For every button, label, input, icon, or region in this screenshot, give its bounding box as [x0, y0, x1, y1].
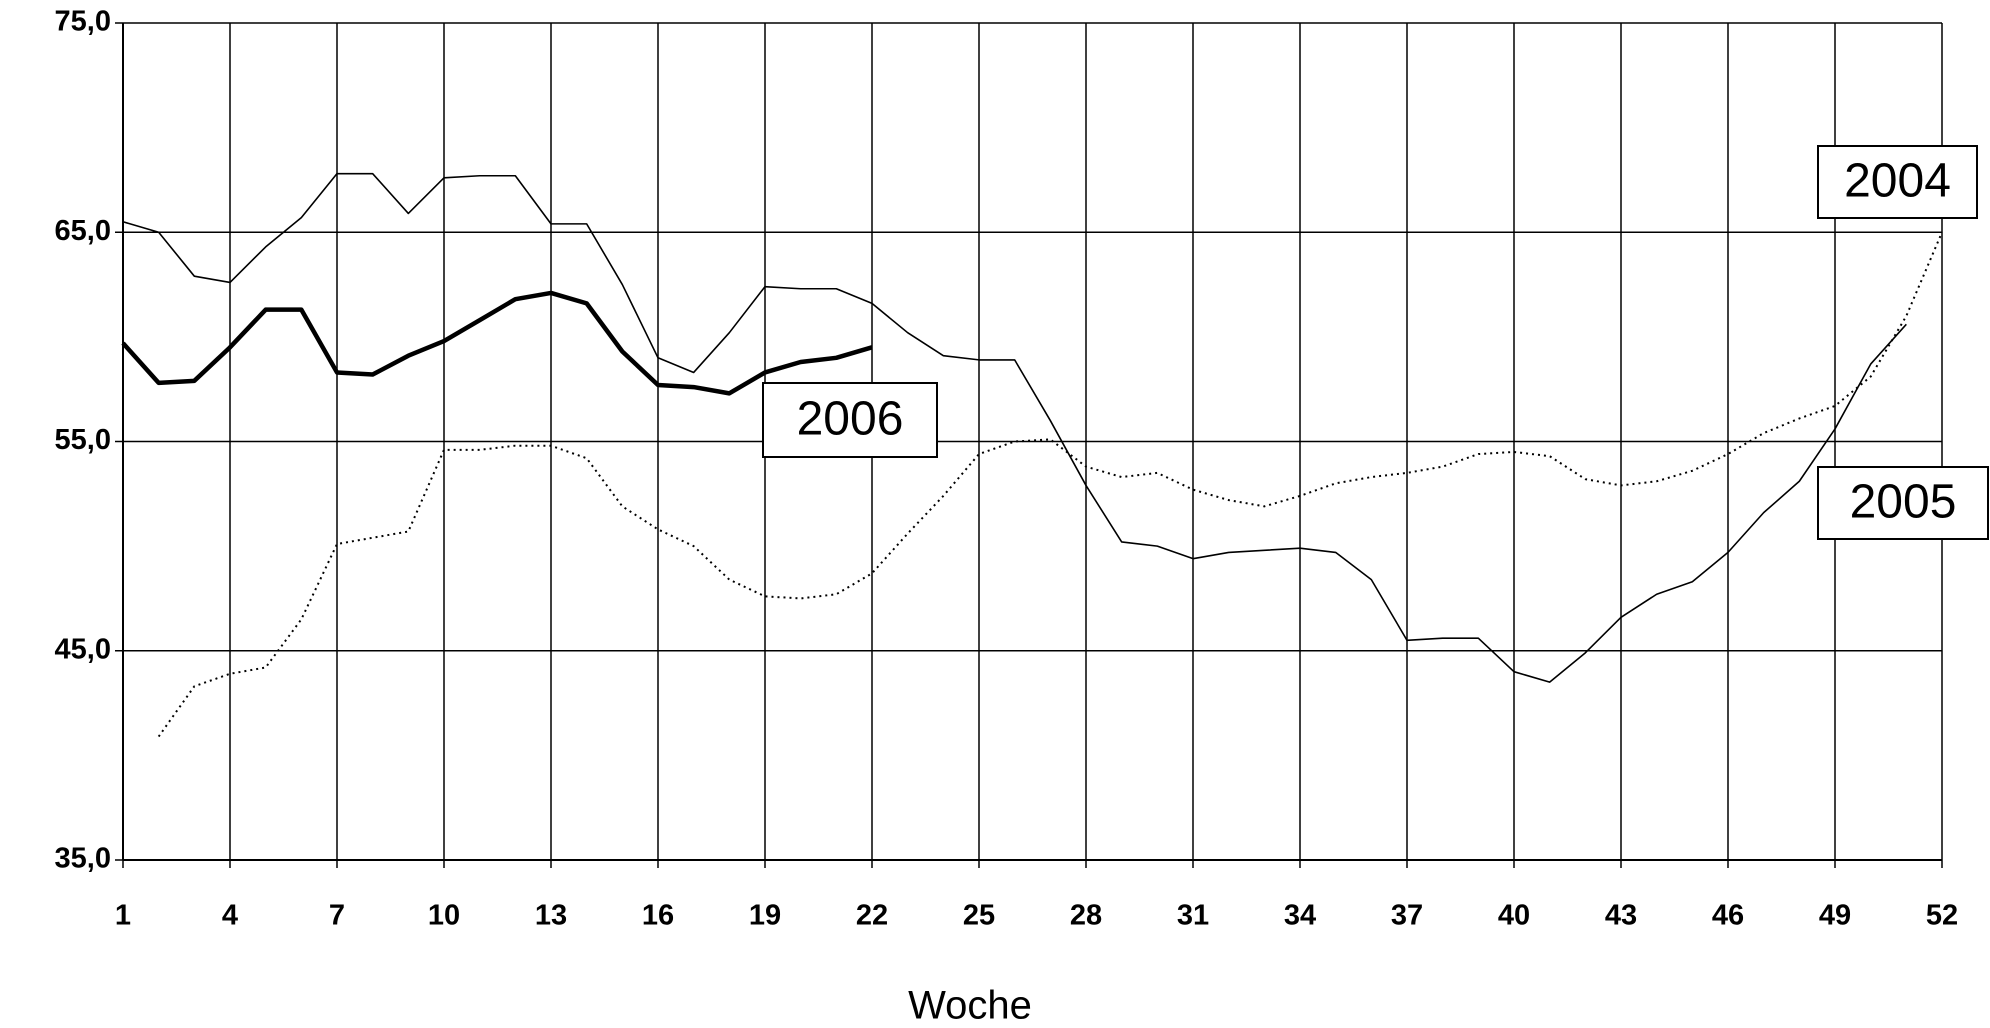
series-label-box — [1817, 466, 1989, 540]
x-tick-label: 25 — [963, 900, 995, 932]
series-line — [122, 172, 1907, 683]
x-tick-label: 46 — [1712, 900, 1744, 932]
y-tick-label: 35,0 — [55, 843, 111, 875]
x-tick-label: 34 — [1284, 900, 1316, 932]
x-tick-label: 13 — [535, 900, 567, 932]
series-label: 2005 — [1850, 476, 1957, 529]
x-tick-label: 10 — [428, 900, 460, 932]
x-tick-label: 49 — [1819, 900, 1851, 932]
x-tick-label: 1 — [115, 900, 131, 932]
x-tick-label: 52 — [1926, 900, 1958, 932]
x-tick-label: 31 — [1177, 900, 1209, 932]
series-label-box — [762, 382, 938, 458]
x-axis-title: Woche — [908, 984, 1032, 1028]
series-label: 2004 — [1844, 155, 1951, 208]
series-label-box — [1817, 145, 1978, 219]
x-tick-label: 16 — [642, 900, 674, 932]
y-tick-label: 55,0 — [55, 424, 111, 456]
x-tick-label: 22 — [856, 900, 888, 932]
y-tick-label: 65,0 — [55, 215, 111, 247]
x-tick-label: 19 — [749, 900, 781, 932]
x-tick-label: 37 — [1391, 900, 1423, 932]
x-tick-label: 43 — [1605, 900, 1637, 932]
x-tick-label: 28 — [1070, 900, 1102, 932]
x-tick-label: 4 — [222, 900, 238, 932]
x-tick-label: 7 — [329, 900, 345, 932]
series-line — [157, 231, 1943, 738]
y-tick-label: 75,0 — [55, 6, 111, 38]
y-tick-label: 45,0 — [55, 633, 111, 665]
series-line — [121, 290, 873, 396]
x-tick-label: 40 — [1498, 900, 1530, 932]
series-label: 2006 — [797, 393, 904, 446]
